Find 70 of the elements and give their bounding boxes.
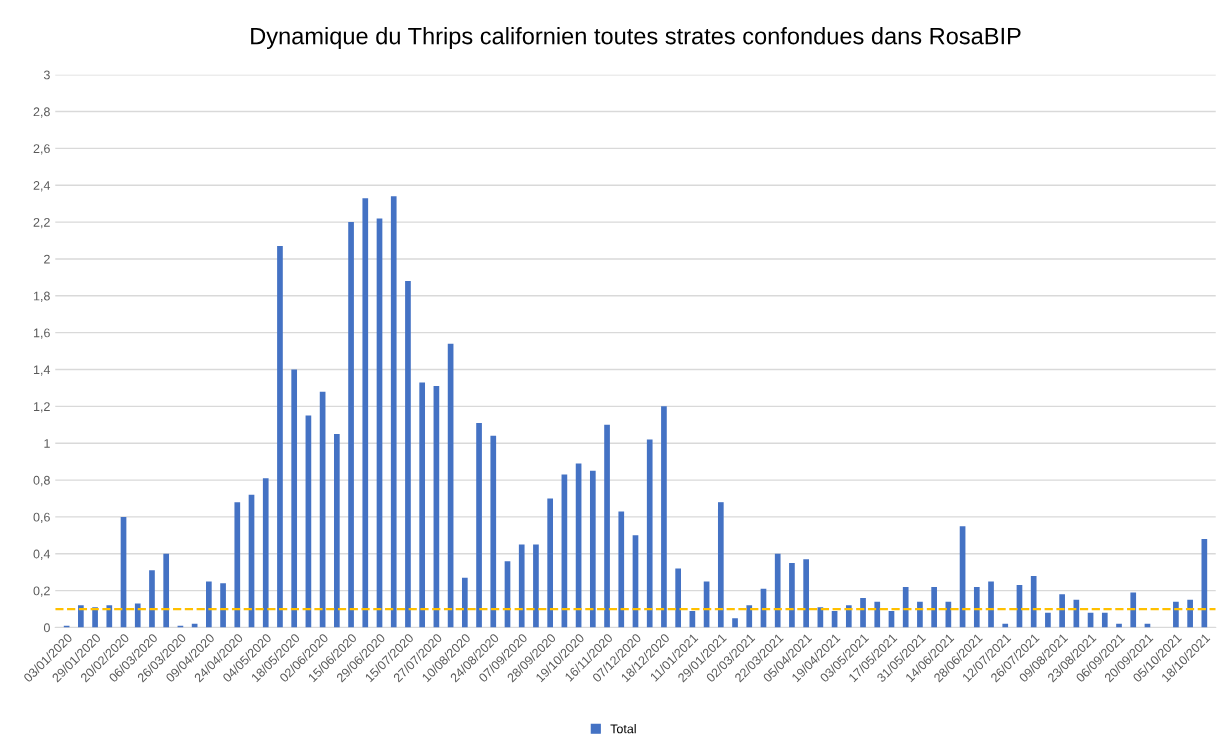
bar [78, 605, 84, 628]
bar [732, 618, 738, 628]
y-tick-label: 1,6 [33, 328, 50, 339]
y-tick-label: 0 [43, 623, 50, 633]
y-tick-label: 2,8 [33, 107, 50, 118]
bar [618, 511, 625, 628]
bar [803, 559, 809, 628]
y-tick-label: 2,4 [33, 181, 51, 192]
bar [746, 605, 753, 628]
bar [405, 281, 411, 628]
bar [845, 605, 852, 628]
bar [988, 581, 994, 628]
bar [518, 544, 525, 628]
bar [1059, 594, 1065, 628]
bar [262, 478, 269, 628]
y-tick-label: 1,2 [33, 402, 50, 413]
bar [149, 570, 155, 628]
bar [134, 603, 141, 628]
bar [291, 369, 298, 628]
y-tick-label: 3 [43, 70, 50, 80]
bar [1130, 592, 1137, 628]
bar [589, 470, 596, 628]
bar [973, 586, 980, 628]
bar [1173, 601, 1179, 628]
bar [661, 406, 667, 628]
bar [234, 502, 241, 628]
bar [348, 222, 354, 628]
bar [362, 198, 369, 628]
bar [390, 196, 397, 628]
bar [476, 422, 482, 628]
bar [206, 581, 212, 628]
bar [419, 382, 426, 628]
y-tick-label: 0,6 [33, 512, 50, 524]
bar [789, 562, 795, 628]
y-tick-label: 1,4 [33, 365, 51, 376]
y-tick-label: 2 [44, 254, 50, 264]
bar [717, 502, 724, 628]
y-tick-label: 0,4 [33, 549, 51, 560]
bar [646, 439, 653, 628]
bar [604, 424, 610, 628]
bar [1030, 575, 1037, 628]
bar [533, 544, 539, 628]
y-tick-label: 1 [44, 439, 50, 448]
bar [334, 434, 340, 628]
bar [1201, 539, 1208, 628]
bar [774, 553, 781, 628]
bar [277, 246, 283, 628]
bar [917, 601, 923, 628]
bar [92, 607, 98, 628]
bar [931, 586, 937, 628]
legend-label: Total [610, 724, 636, 734]
bar [490, 435, 497, 628]
bar [1187, 599, 1193, 628]
y-tick-label: 2,2 [33, 217, 50, 229]
y-tick-label: 1,8 [33, 291, 50, 302]
chart-title: Dynamique du Thrips californien toutes strates confondues dans RosaBIP [251, 27, 1021, 50]
y-tick-label: 0,2 [33, 586, 50, 597]
bar [220, 583, 226, 628]
bar [874, 601, 881, 628]
bar [547, 498, 554, 628]
bar [106, 605, 113, 628]
bar [461, 577, 468, 628]
y-tick-label: 0,8 [33, 475, 50, 487]
bar [675, 568, 681, 628]
bar [902, 586, 909, 628]
bar [860, 598, 866, 628]
y-tick-label: 2,6 [33, 144, 50, 155]
bar [163, 553, 170, 628]
bar [1101, 612, 1108, 628]
bar [1045, 612, 1051, 628]
